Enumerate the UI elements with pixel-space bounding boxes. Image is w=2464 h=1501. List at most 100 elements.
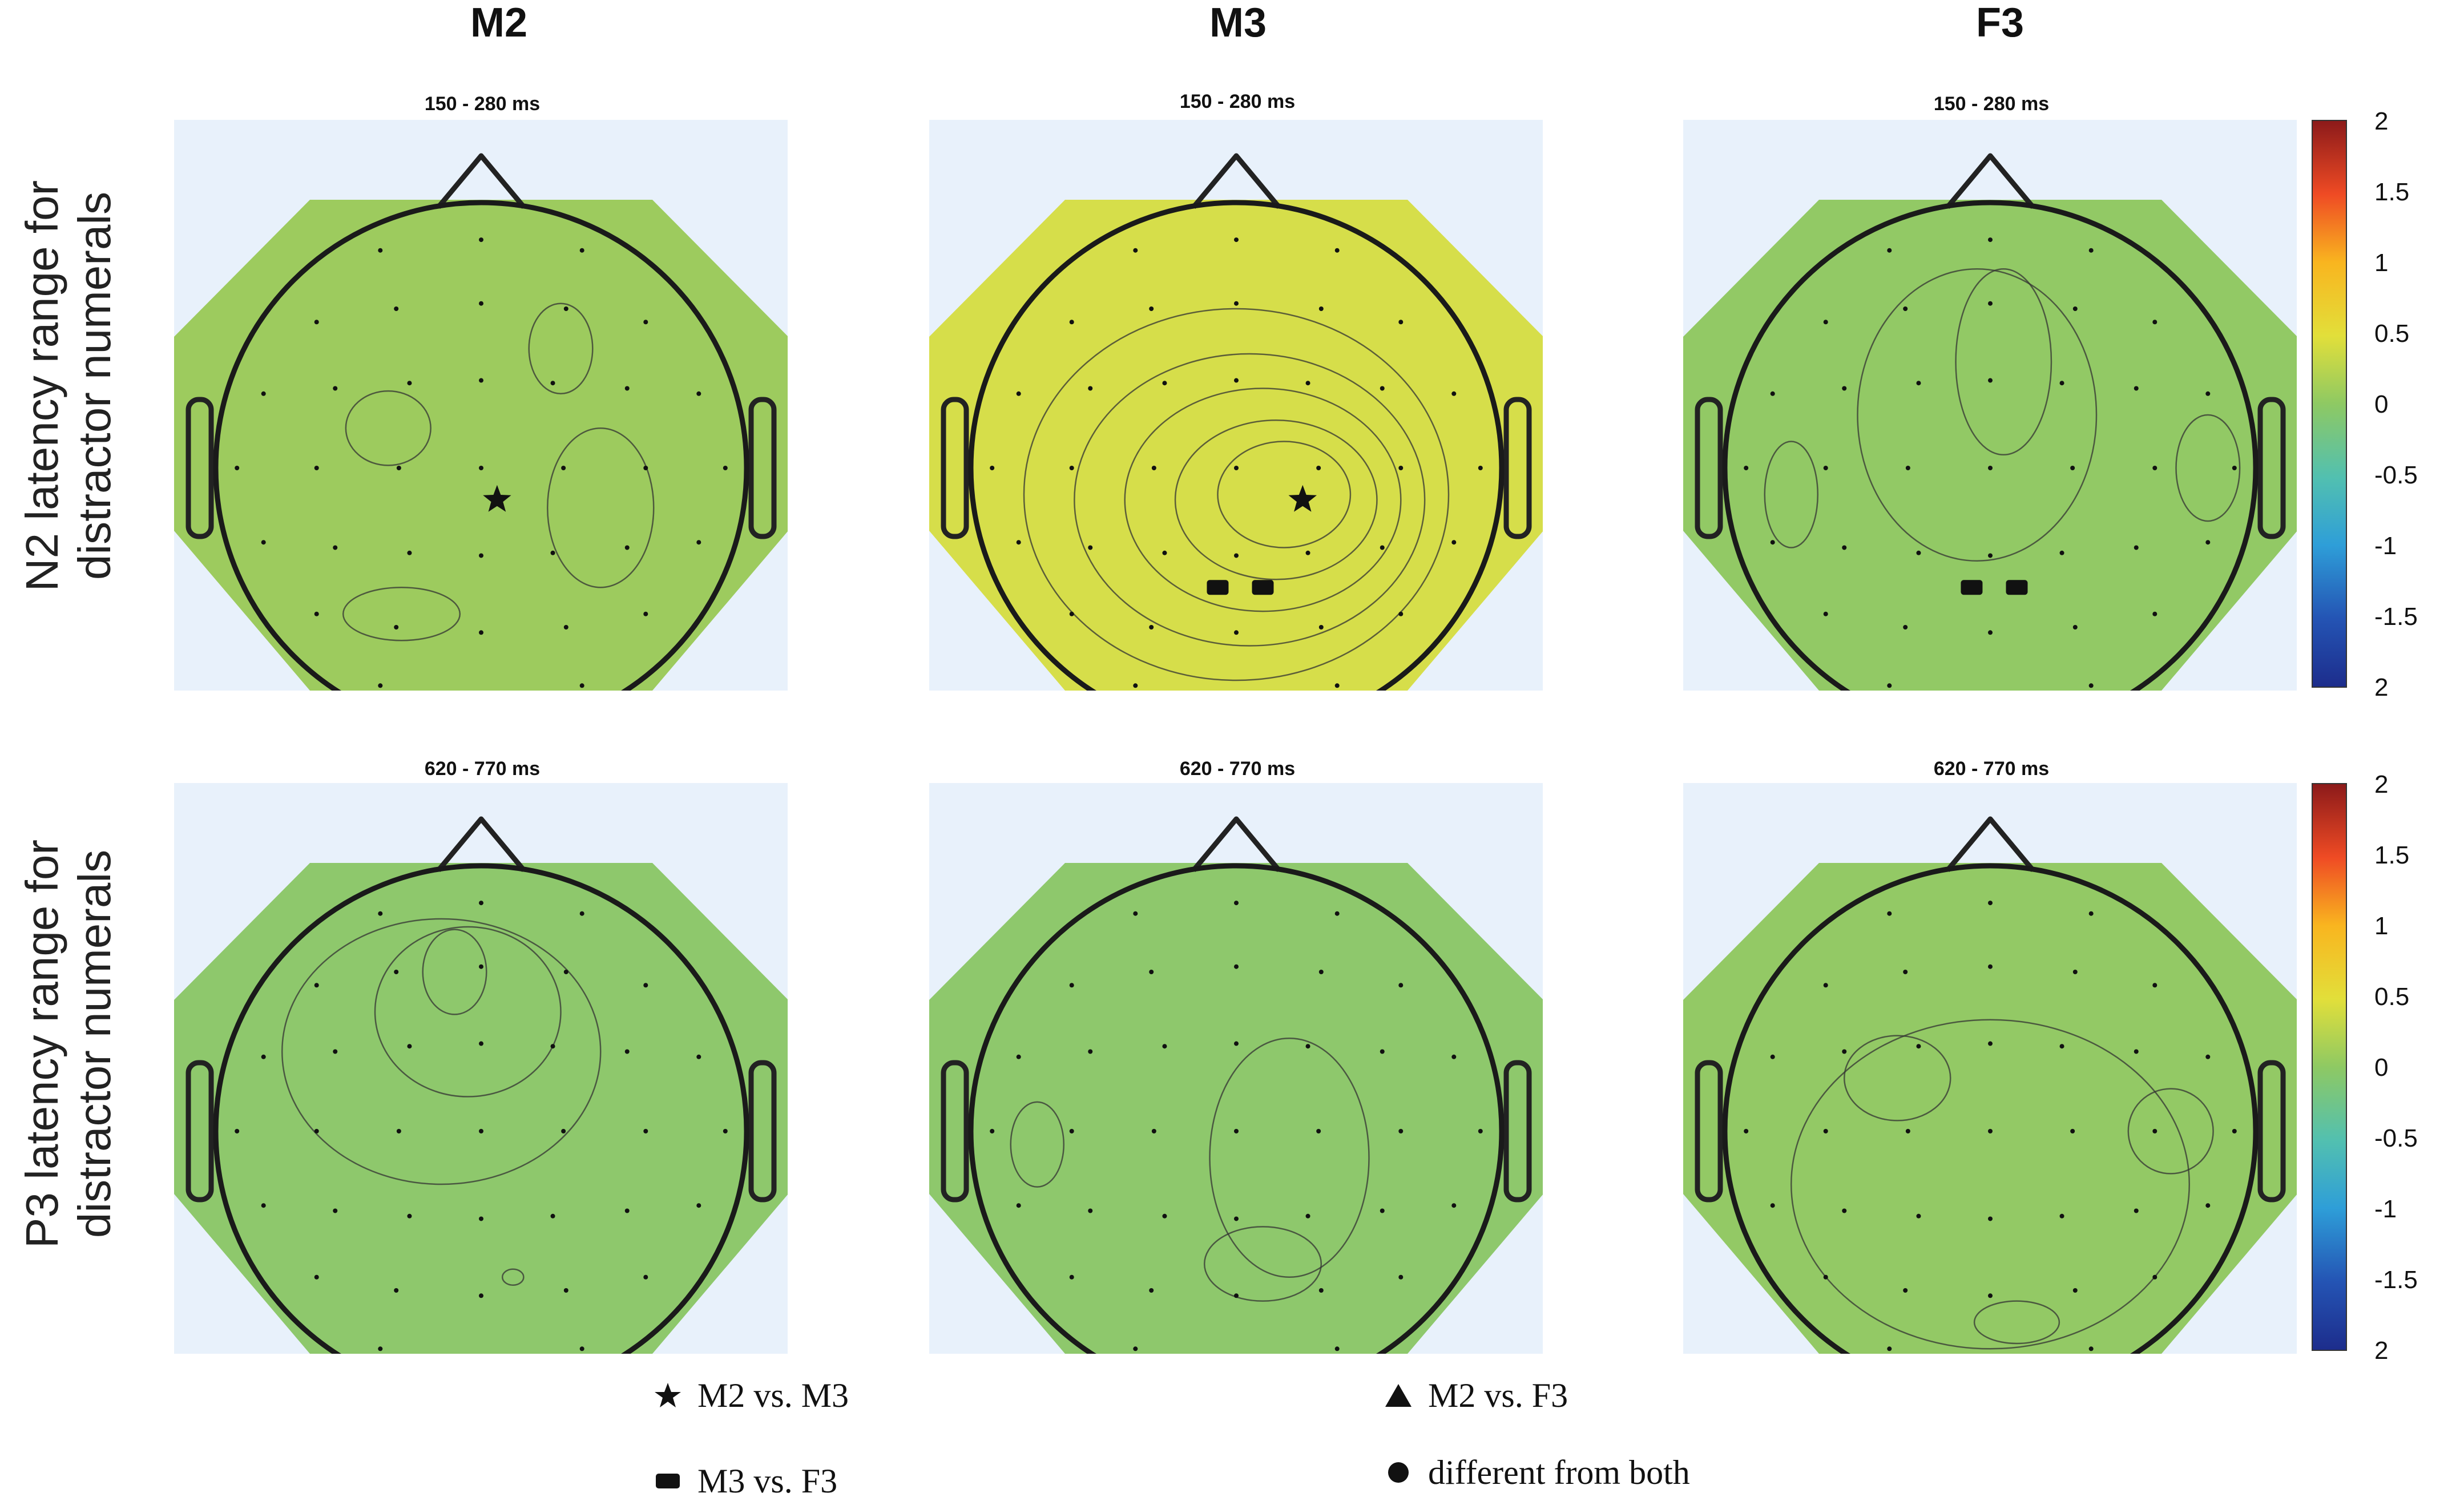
electrode-dot [1842,1208,1847,1213]
marker-rectangle-icon [1961,580,1983,595]
electrode-dot [261,391,266,396]
electrode-dot [394,625,399,630]
electrode-dot [550,381,555,386]
electrode-dot [561,1129,566,1133]
electrode-dot [479,964,483,969]
electrode-dot [643,611,648,616]
electrode-dot [1451,1054,1457,1059]
time-window-m2-n2: 150 - 280 ms [424,93,541,115]
electrode-dot [579,683,584,688]
electrode-dot [407,1213,412,1218]
topomap-svg [929,120,1543,691]
electrode-dot [394,306,399,311]
electrode-dot [2152,1129,2157,1133]
topomap-svg [1683,783,2297,1354]
electrode-dot [1234,1216,1239,1221]
contour-line [1844,1035,1951,1121]
electrode-dot [1916,1044,1921,1049]
row-label-p3-line2: distractor numerals [69,849,120,1238]
time-window-m3-p3: 620 - 770 ms [1179,758,1296,780]
electrode-dot [2134,386,2139,391]
electrode-dot [2205,540,2211,545]
cb-tick: 2 [2374,673,2389,701]
electrode-dot [1334,911,1340,916]
electrode-dot [333,1049,338,1054]
electrode-dot [579,248,584,253]
contour-line [1203,1226,1322,1302]
contour-line [281,918,602,1185]
head-ear-right [748,397,777,539]
electrode-dot [2232,1129,2237,1133]
topomap-m3-n2 [929,120,1543,691]
contour-line [501,1268,525,1286]
head-ear-left [1695,397,1723,539]
topomap-fill [1683,863,2297,1354]
electrode-dot [314,320,319,325]
cb-tick: 0 [2374,1054,2389,1082]
electrode-dot [1842,545,1847,550]
electrode-dot [1088,386,1093,391]
electrode-dot [1823,466,1828,470]
electrode-dot [1823,611,1828,616]
electrode-dot [1823,983,1828,988]
head-nose [1191,153,1281,209]
electrode-dot [261,1054,266,1059]
contour-line [1209,1038,1370,1278]
electrode-dot [1380,1208,1385,1213]
electrode-dot [378,911,383,916]
electrode-dot [1988,630,1993,635]
time-window-f3-n2: 150 - 280 ms [1933,93,2050,115]
electrode-dot [479,1041,483,1046]
electrode-dot [1016,540,1021,545]
electrode-dot [1234,1293,1239,1298]
electrode-dot [1916,1213,1921,1218]
electrode-dot [2232,466,2237,470]
electrode-dot [407,550,412,555]
column-title-m2: M2 [470,0,528,46]
electrode-dot [1988,1041,1993,1046]
topomap-m2-p3 [174,783,788,1354]
electrode-dot [1151,1129,1156,1133]
cb-tick: 2 [2374,107,2389,135]
electrode-dot [990,1129,995,1133]
electrode-dot [550,1044,555,1049]
head-outline [213,200,749,691]
legend-label: M2 vs. F3 [1428,1377,1568,1414]
contour-line [1074,353,1426,647]
electrode-dot [1162,1213,1167,1218]
electrode-dot [1149,1288,1154,1293]
electrode-dot [479,1293,483,1298]
head-nose [1191,816,1281,872]
colorbar-top-gradient [2312,120,2347,688]
electrode-dot [1988,553,1993,558]
electrode-dot [479,1129,483,1133]
electrode-dot [479,630,483,635]
electrode-dot [1903,970,1908,974]
electrode-dot [624,1049,630,1054]
electrode-dot [2072,1288,2078,1293]
electrode-dot [1398,983,1404,988]
contour-line [1217,441,1352,548]
electrode-dot [1916,381,1921,386]
electrode-dot [261,540,266,545]
marker-rectangle-icon [1207,580,1229,595]
electrode-dot [1234,301,1239,306]
electrode-dot [696,1054,701,1059]
head-ear-left [185,1060,214,1203]
row-label-n2-line2: distractor numerals [69,191,120,580]
electrode-dot [407,1044,412,1049]
electrode-dot [378,248,383,253]
cb-tick: 0 [2374,390,2389,418]
electrode-dot [1903,625,1908,630]
legend-label: M3 vs. F3 [697,1462,838,1500]
electrode-dot [1318,625,1324,630]
contour-line [1124,388,1402,612]
electrode-dot [1234,378,1239,383]
time-window-m2-p3: 620 - 770 ms [424,758,541,780]
electrode-dot [314,611,319,616]
contour-line [342,587,461,641]
electrode-dot [479,237,483,243]
electrode-dot [2070,466,2075,470]
electrode-dot [643,320,648,325]
electrode-dot [2088,248,2094,253]
